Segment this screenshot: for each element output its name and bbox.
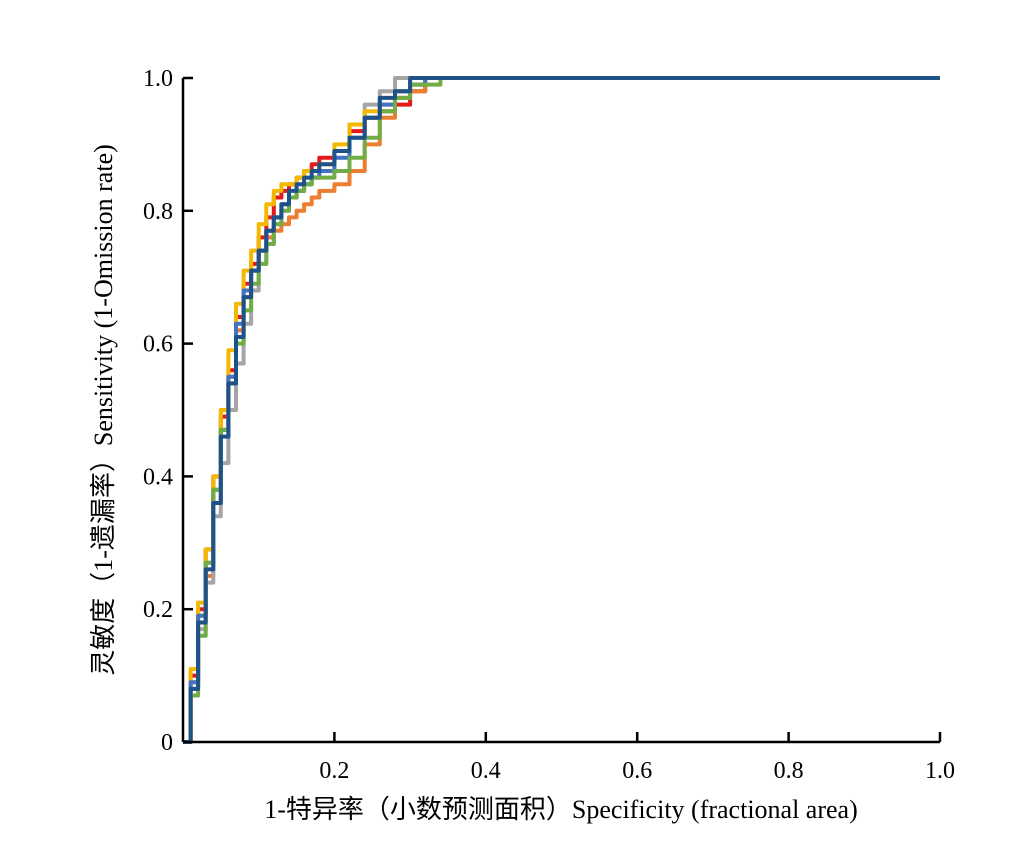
y-axis-title: 灵敏度（1-遗漏率）Sensitivity (1-Omission rate) xyxy=(89,144,118,676)
y-tick-label-5: 1.0 xyxy=(143,66,173,92)
y-ticks: 0 0.2 0.4 0.6 0.8 1.0 xyxy=(143,66,193,756)
x-ticks: 0.2 0.4 0.6 0.8 1.0 xyxy=(319,732,955,784)
x-tick-label-1: 0.4 xyxy=(471,758,501,784)
y-tick-label-1: 0.2 xyxy=(143,597,173,623)
x-tick-label-2: 0.6 xyxy=(622,758,652,784)
y-tick-label-0: 0 xyxy=(161,730,173,756)
x-tick-label-4: 1.0 xyxy=(925,758,955,784)
y-tick-label-4: 0.8 xyxy=(143,199,173,225)
series-line-4 xyxy=(183,76,940,744)
y-tick-label-2: 0.4 xyxy=(143,464,173,490)
x-tick-label-3: 0.8 xyxy=(774,758,804,784)
series-layer xyxy=(183,76,940,744)
x-axis-title: 1-特异率（小数预测面积）Specificity (fractional are… xyxy=(264,795,858,824)
x-tick-label-0: 0.2 xyxy=(319,758,349,784)
y-tick-label-3: 0.6 xyxy=(143,332,173,358)
series-line-7 xyxy=(183,76,940,744)
